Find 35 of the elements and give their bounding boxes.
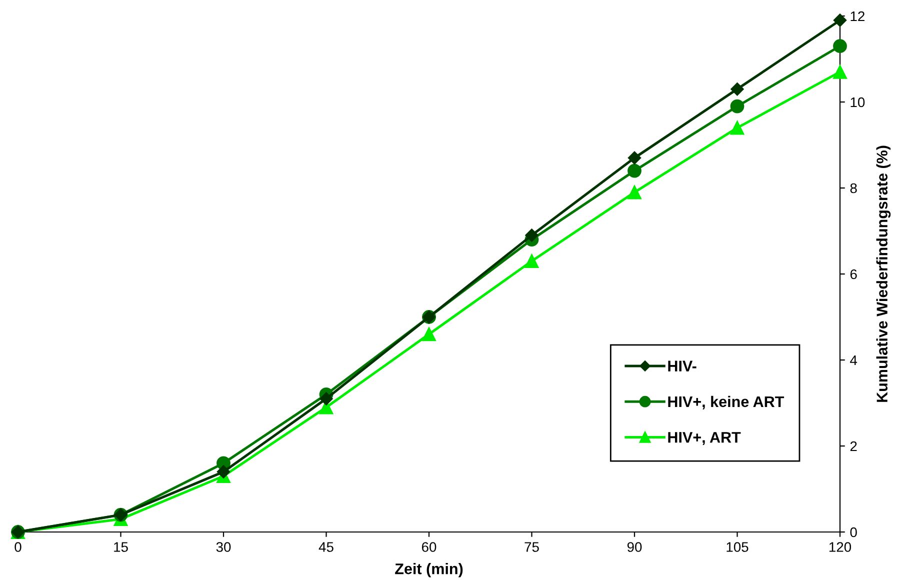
- x-tick-label: 15: [114, 542, 128, 552]
- y-tick-label: 4: [850, 355, 858, 366]
- point: [833, 39, 847, 54]
- x-tick-label: 0: [14, 542, 22, 552]
- point: [628, 151, 642, 164]
- point: [730, 82, 744, 96]
- y-tick-label: 6: [850, 269, 857, 280]
- y-axis-title: Kumulative Wiederfindungsrate (%): [876, 146, 891, 402]
- legend-label: HIV-: [668, 360, 696, 372]
- x-tick-label: 120: [829, 542, 852, 552]
- point: [628, 164, 642, 178]
- x-tick-label: 30: [216, 542, 231, 552]
- x-axis-title: Zeit (min): [395, 563, 463, 578]
- point: [216, 465, 230, 478]
- point: [524, 254, 539, 268]
- y-tick-label: 8: [850, 183, 857, 194]
- y-tick-label: 12: [850, 11, 864, 22]
- y-tick-label: 2: [850, 441, 857, 452]
- x-tick-label: 105: [726, 542, 748, 552]
- point: [833, 64, 847, 79]
- x-tick-label: 45: [318, 542, 334, 552]
- point: [525, 228, 538, 242]
- point: [730, 120, 744, 135]
- x-tick-label: 60: [422, 542, 436, 552]
- y-tick-label: 10: [850, 97, 865, 108]
- y-tick-label: 0: [850, 527, 857, 538]
- point: [833, 14, 847, 27]
- point: [422, 327, 436, 342]
- point: [320, 392, 333, 406]
- x-tick-label: 75: [524, 542, 539, 552]
- legend-label: HIV+, keine ART: [668, 396, 784, 410]
- point: [730, 99, 744, 114]
- point: [628, 185, 642, 200]
- legend-label: HIV+, ART: [668, 432, 741, 445]
- x-tick-label: 90: [627, 542, 642, 552]
